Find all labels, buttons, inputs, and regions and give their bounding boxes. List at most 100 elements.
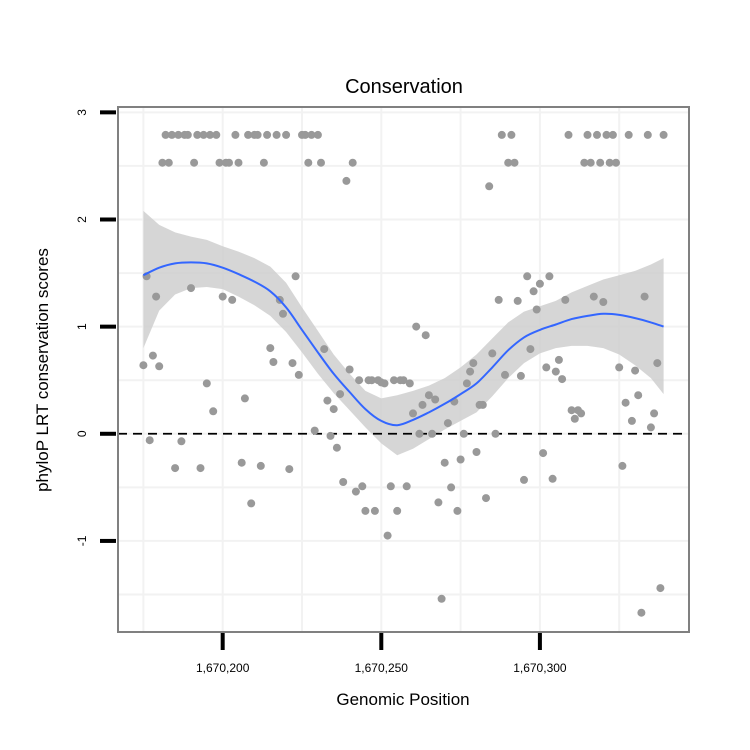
data-point	[259, 158, 268, 167]
data-point	[412, 322, 421, 331]
data-point	[218, 292, 227, 301]
y-axis: -1 0 1 2 3	[75, 109, 116, 546]
data-point	[272, 130, 281, 139]
x-axis: 1,670,200 1,670,250 1,670,300	[196, 633, 567, 675]
data-point	[148, 351, 157, 360]
data-point	[206, 130, 214, 139]
data-point	[501, 370, 509, 379]
data-point	[355, 376, 364, 385]
data-point	[294, 370, 303, 379]
y-tick-label: -1	[75, 535, 89, 546]
data-point	[532, 305, 541, 314]
data-point	[656, 584, 665, 593]
loess-smooth-line	[142, 261, 664, 427]
data-point	[621, 398, 630, 407]
data-point	[155, 362, 164, 371]
data-point	[164, 158, 173, 167]
data-point	[326, 431, 335, 440]
data-point	[329, 405, 338, 414]
data-point	[618, 461, 627, 470]
data-point	[605, 158, 614, 167]
data-point	[358, 482, 367, 491]
data-point	[615, 363, 624, 372]
data-point	[437, 594, 446, 603]
data-point	[332, 443, 341, 452]
data-point	[637, 608, 646, 617]
data-point	[167, 130, 176, 139]
data-point	[627, 416, 636, 425]
data-point	[256, 461, 265, 470]
data-point	[307, 130, 316, 139]
data-point	[215, 158, 224, 167]
data-point	[288, 359, 297, 368]
data-point	[643, 130, 652, 139]
data-point	[428, 429, 437, 438]
data-point	[225, 158, 233, 167]
data-point	[440, 458, 449, 467]
data-point	[472, 448, 481, 456]
data-point	[431, 395, 440, 404]
data-point	[561, 295, 570, 304]
chart-title: Conservation	[345, 76, 463, 98]
data-point	[415, 429, 424, 438]
data-point	[526, 345, 535, 354]
data-point	[190, 158, 199, 167]
data-point	[539, 449, 548, 458]
data-point	[247, 499, 256, 508]
data-point	[554, 355, 563, 364]
data-point	[447, 483, 456, 492]
data-point	[342, 176, 351, 185]
data-point	[631, 366, 640, 375]
data-point	[158, 158, 167, 167]
data-point	[279, 309, 287, 318]
data-point	[282, 130, 291, 139]
data-point	[443, 419, 452, 428]
data-point	[421, 331, 430, 340]
data-point	[269, 358, 278, 366]
x-tick-label: 1,670,300	[513, 661, 567, 675]
data-point	[462, 379, 471, 388]
y-tick-label: 0	[75, 430, 89, 437]
data-point	[367, 376, 376, 385]
grid	[118, 107, 689, 632]
data-point	[564, 130, 573, 139]
data-point	[640, 292, 649, 301]
data-point	[351, 487, 360, 496]
data-point	[313, 130, 322, 139]
data-point	[339, 478, 348, 486]
y-tick-label: 3	[75, 109, 89, 116]
data-point	[266, 344, 275, 353]
data-point	[507, 130, 516, 139]
data-point	[434, 498, 443, 507]
data-point	[570, 414, 579, 423]
x-tick-label: 1,670,200	[196, 661, 250, 675]
data-point	[599, 298, 608, 306]
data-point	[317, 158, 325, 167]
data-point	[494, 295, 503, 304]
data-point	[228, 295, 237, 304]
data-point	[542, 363, 551, 372]
data-point	[348, 158, 357, 167]
data-point	[405, 379, 414, 388]
data-point	[139, 361, 148, 370]
data-point	[593, 130, 601, 139]
data-point	[424, 391, 433, 400]
data-point	[383, 531, 392, 540]
confidence-band	[143, 210, 664, 456]
data-point	[510, 158, 519, 167]
data-points	[139, 130, 668, 617]
x-axis-title: Genomic Position	[336, 690, 469, 709]
data-point	[523, 272, 532, 281]
plot-panel-border	[117, 106, 690, 633]
data-point	[466, 367, 475, 376]
data-point	[202, 379, 211, 388]
data-point	[399, 376, 408, 385]
data-point	[145, 436, 154, 445]
data-point	[612, 158, 620, 167]
data-point	[659, 130, 668, 139]
data-point	[596, 158, 605, 167]
data-point	[240, 394, 249, 403]
data-point	[548, 474, 557, 483]
data-point	[469, 359, 478, 368]
data-point	[263, 130, 272, 139]
